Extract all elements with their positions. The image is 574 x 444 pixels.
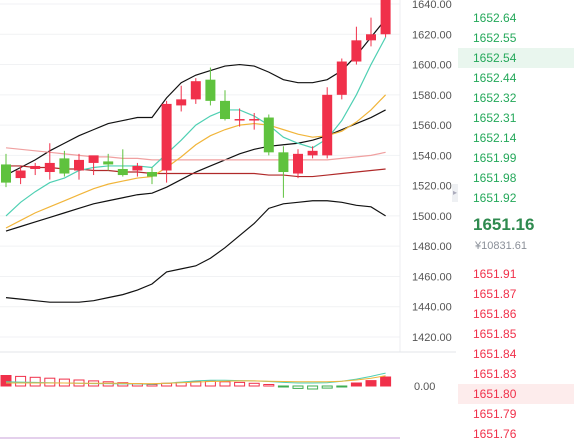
macd-bar <box>263 384 275 387</box>
candle-body <box>190 81 201 100</box>
ask-price-row[interactable]: 1652.44 <box>473 71 517 85</box>
bid-price-row[interactable]: 1651.86 <box>473 307 517 321</box>
y-tick-label: 1640.00 <box>412 0 452 11</box>
bid-price-row[interactable]: 1651.79 <box>473 407 517 421</box>
macd-dea-line <box>6 375 386 385</box>
candle-body <box>132 165 143 171</box>
y-tick-label: 1620.00 <box>412 29 452 41</box>
candle-body <box>88 155 99 163</box>
ask-price-row[interactable]: 1652.32 <box>473 91 517 105</box>
bid-price-row[interactable]: 1651.83 <box>473 367 517 381</box>
candle-body <box>278 152 289 173</box>
y-tick-label: 1460.00 <box>412 271 452 283</box>
macd-bar <box>15 375 27 387</box>
bid-price-row[interactable]: 1651.80 <box>458 384 574 404</box>
macd-bar <box>321 385 333 389</box>
ask-price-row[interactable]: 1652.14 <box>473 131 517 145</box>
candle-body <box>15 170 26 179</box>
candlestick-chart: 1640.00 1620.00 1600.00 1580.00 1560.00 1540.… <box>0 0 456 439</box>
candle-body <box>322 94 333 156</box>
candle-body <box>366 34 376 41</box>
candle-body <box>103 161 114 165</box>
candle-body <box>59 158 70 174</box>
ask-price-row[interactable]: 1651.99 <box>473 151 517 165</box>
macd-bar <box>190 381 202 387</box>
candle-body <box>44 162 55 173</box>
candle-body <box>176 99 187 106</box>
macd-bar <box>0 375 12 387</box>
macd-bar <box>234 381 246 387</box>
candle-body <box>234 119 245 121</box>
candle-body <box>380 0 391 35</box>
last-price: 1651.16 <box>473 215 535 234</box>
ma-flat-line <box>5 147 386 161</box>
macd-bar <box>146 384 158 387</box>
macd-bar <box>350 382 362 387</box>
bid-price-row[interactable]: 1651.84 <box>473 347 517 361</box>
bid-price-row[interactable]: 1651.87 <box>473 287 517 301</box>
macd-zero-label: 0.00 <box>414 381 435 393</box>
macd-bar <box>307 385 319 390</box>
macd-bar <box>292 385 304 389</box>
y-tick-label: 1500.00 <box>412 211 452 223</box>
candle-body <box>117 168 128 176</box>
ask-price-row[interactable]: 1652.64 <box>473 11 517 25</box>
candle-body <box>307 150 318 156</box>
y-tick-label: 1440.00 <box>412 302 452 314</box>
macd-bar <box>380 376 392 387</box>
ask-price-row[interactable]: 1651.92 <box>473 191 517 205</box>
ask-price-row[interactable]: 1652.55 <box>473 31 517 45</box>
cny-price: ¥10831.61 <box>475 240 527 252</box>
y-tick-label: 1580.00 <box>412 90 452 102</box>
macd-bar <box>219 381 231 387</box>
candle-body <box>30 165 41 169</box>
bid-price-row[interactable]: 1651.85 <box>473 327 517 341</box>
candle-body <box>161 103 172 171</box>
bid-price-row[interactable]: 1651.91 <box>473 267 517 281</box>
candle-body <box>74 159 84 171</box>
candle-body <box>293 153 303 174</box>
ask-price-row[interactable]: 1652.54 <box>458 48 574 68</box>
macd-bar <box>248 382 260 387</box>
macd-bar <box>29 376 41 387</box>
candle-body <box>249 119 260 121</box>
candle-body <box>351 40 362 62</box>
y-tick-label: 1540.00 <box>412 150 452 162</box>
ask-price-row[interactable]: 1652.31 <box>473 111 517 125</box>
bid-price-row[interactable]: 1651.76 <box>473 427 517 441</box>
macd-bar <box>365 380 377 387</box>
candle-body <box>263 117 274 153</box>
candle-body <box>205 79 216 101</box>
y-tick-label: 1480.00 <box>412 241 452 253</box>
macd-bar <box>277 385 289 388</box>
ask-price-row[interactable]: 1651.98 <box>473 171 517 185</box>
macd-bar <box>44 377 56 387</box>
boll-lower-line <box>5 200 386 303</box>
collapse-arrow-icon[interactable]: ▸ <box>452 184 458 202</box>
y-tick-label: 1560.00 <box>412 120 452 132</box>
candle-body <box>147 172 157 177</box>
boll-upper-line <box>5 18 387 176</box>
macd-bar <box>336 385 348 388</box>
y-tick-label: 1420.00 <box>412 332 452 344</box>
candle-body <box>220 100 230 120</box>
order-book: ▸ 1652.64 1652.55 1652.54 1652.44 1652.32 165… <box>452 0 574 442</box>
y-tick-label: 1520.00 <box>412 181 452 193</box>
candle-body <box>336 61 347 95</box>
candle-body <box>1 164 11 183</box>
y-tick-label: 1600.00 <box>412 60 452 72</box>
